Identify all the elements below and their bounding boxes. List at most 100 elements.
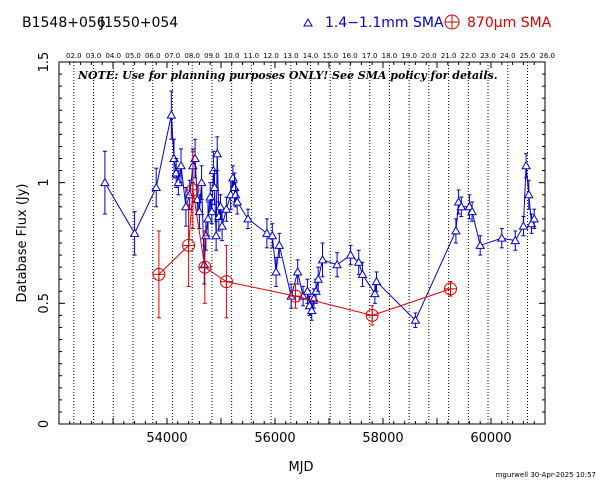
data-point — [271, 256, 281, 287]
data-point — [166, 90, 177, 140]
y-tick-label: 1 — [37, 179, 52, 187]
data-point — [529, 208, 540, 230]
top-axis-label: 15.0 — [322, 52, 338, 60]
data-point — [212, 136, 223, 172]
data-point — [232, 189, 243, 215]
data-point — [496, 228, 507, 249]
data-point — [152, 230, 166, 319]
top-axis-label: 08.0 — [184, 52, 200, 60]
data-point — [243, 208, 253, 230]
top-axis-label: 21.0 — [441, 52, 457, 60]
data-point — [456, 196, 467, 217]
top-axis-label: 25.0 — [520, 52, 536, 60]
x-axis-label: MJD — [288, 460, 313, 475]
top-axis-label: 17.0 — [362, 52, 378, 60]
top-axis-label: 24.0 — [500, 52, 516, 60]
data-point — [198, 230, 212, 304]
data-point — [317, 242, 328, 278]
top-axis-label: 18.0 — [382, 52, 398, 60]
top-axis-labels: 02.0 03.0 04.0 05.0 06.0 07.0 08.0 09.0 10.0 11.0… — [66, 52, 555, 60]
series-line — [158, 189, 451, 316]
top-axis-label: 26.0 — [539, 52, 555, 60]
x-tick-label: 56000 — [254, 431, 295, 446]
data-point — [215, 194, 226, 220]
y-tick-label: 1.5 — [37, 52, 52, 73]
data-point — [289, 283, 303, 309]
top-axis-label: 23.0 — [480, 52, 496, 60]
data-point — [196, 165, 207, 201]
top-axis-label: 19.0 — [401, 52, 417, 60]
data-point — [332, 252, 342, 278]
legend-blue-label: 1.4−1.1mm SMA — [325, 15, 444, 31]
top-axis-label: 09.0 — [204, 52, 220, 60]
y-tick-label: 0.5 — [37, 293, 52, 314]
source-name: B1548+056 — [22, 15, 106, 31]
y-tick-label: 0 — [37, 420, 52, 428]
data-point — [518, 215, 529, 237]
data-point — [526, 213, 537, 234]
data-point — [467, 201, 477, 222]
top-axis-label: 14.0 — [303, 52, 319, 60]
legend-red-label: 870μm SMA — [467, 15, 552, 31]
top-axis-label: 05.0 — [125, 52, 141, 60]
data-point — [203, 201, 213, 237]
top-axis-label: 06.0 — [145, 52, 161, 60]
year-grid-lines — [73, 62, 529, 424]
top-axis-label: 11.0 — [244, 52, 260, 60]
plot-frame — [58, 61, 546, 425]
data-point — [262, 218, 272, 249]
data-series — [100, 90, 540, 328]
legend-red: 870μm SMA — [444, 14, 552, 31]
data-point — [313, 266, 324, 292]
y-axis-label: Database Flux (Jy) — [15, 184, 30, 303]
x-tick-label: 54000 — [146, 431, 187, 446]
series-blue — [100, 90, 540, 328]
legend-blue: 1.4−1.1mm SMA — [303, 15, 444, 31]
data-point — [523, 179, 534, 210]
data-point — [274, 232, 285, 258]
x-axis: 54000 56000 58000 60000 — [58, 62, 546, 446]
data-point — [217, 211, 227, 242]
data-point — [100, 150, 110, 215]
data-point — [219, 244, 233, 319]
planning-note: NOTE: Use for planning purposes ONLY! Se… — [77, 69, 498, 82]
top-axis-label: 20.0 — [421, 52, 437, 60]
data-point — [521, 153, 531, 179]
x-tick-label: 58000 — [362, 431, 403, 446]
top-axis-label: 22.0 — [461, 52, 477, 60]
data-point — [206, 199, 217, 225]
alt-source-name: J1550+054 — [99, 15, 178, 31]
y-axis: 0 0.5 1 1.5 — [37, 52, 545, 428]
data-point — [451, 218, 461, 244]
data-point — [209, 170, 220, 205]
data-point — [151, 167, 162, 208]
data-point — [176, 148, 186, 184]
data-point — [475, 235, 486, 256]
top-axis-label: 13.0 — [283, 52, 299, 60]
data-point — [464, 194, 475, 220]
data-point — [211, 220, 222, 251]
x-tick-label: 60000 — [470, 431, 511, 446]
data-point — [345, 244, 356, 266]
credit-stamp: mgurwell 30-Apr-2025 10:57 — [496, 471, 596, 479]
top-axis-label: 16.0 — [342, 52, 358, 60]
data-point — [267, 223, 278, 249]
data-point — [221, 196, 232, 222]
data-point — [371, 271, 382, 292]
top-axis-label: 02.0 — [66, 52, 82, 60]
legend-triangle-icon — [303, 17, 313, 27]
top-axis-label: 03.0 — [86, 52, 102, 60]
data-point — [194, 194, 205, 230]
data-point — [510, 230, 521, 251]
data-point — [370, 283, 380, 304]
data-point — [444, 281, 457, 297]
series-red — [152, 150, 457, 326]
data-point — [182, 203, 196, 287]
data-point — [357, 261, 368, 287]
top-axis-label: 04.0 — [105, 52, 121, 60]
top-axis-label: 10.0 — [224, 52, 240, 60]
top-axis-label: 07.0 — [165, 52, 181, 60]
data-point — [129, 211, 140, 256]
data-point — [365, 305, 379, 326]
